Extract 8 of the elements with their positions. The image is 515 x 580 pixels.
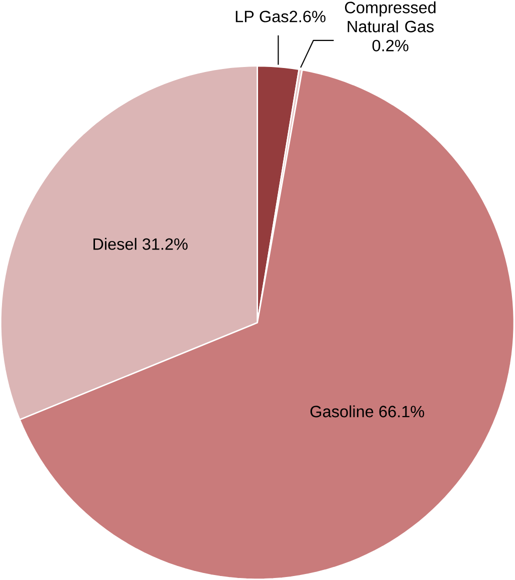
data-label: 0.2%	[372, 40, 409, 52]
data-label: 2.6%	[290, 10, 326, 22]
slice-label: Compressed Natural Gas	[345, 1, 436, 32]
data-label: 66.1%	[379, 406, 424, 418]
slice-label: Diesel	[94, 238, 136, 250]
slice-label: LP Gas	[236, 10, 288, 22]
slice-label: Gasoline	[310, 405, 374, 418]
data-label: 31.2%	[142, 238, 188, 250]
